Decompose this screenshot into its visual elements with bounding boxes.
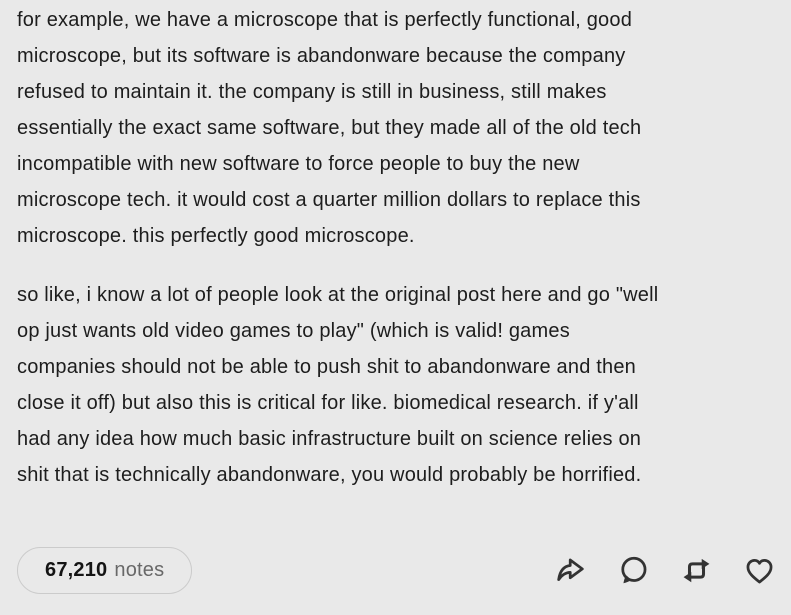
post-paragraph: so like, i know a lot of people look at … (17, 277, 775, 493)
post-line: had any idea how much basic infrastructu… (17, 428, 642, 450)
heart-icon (743, 554, 776, 587)
post-line: companies should not be able to push shi… (17, 356, 636, 378)
share-icon (554, 554, 587, 587)
notes-count: 67,210 (45, 559, 108, 581)
post-line: microscope, but its software is abandonw… (17, 45, 626, 67)
post-line: shit that is technically abandonware, yo… (17, 464, 642, 486)
post-line: incompatible with new software to force … (17, 153, 580, 175)
post-line: refused to maintain it. the company is s… (17, 81, 607, 103)
like-button[interactable] (743, 554, 776, 587)
post-footer: 67,210 notes (17, 546, 776, 595)
action-buttons (554, 554, 776, 587)
post-line: for example, we have a microscope that i… (17, 9, 633, 31)
notes-label: notes (114, 559, 165, 581)
post-line: op just wants old video games to play" (… (17, 320, 570, 342)
post-line: essentially the exact same software, but… (17, 117, 642, 139)
reblog-button[interactable] (680, 554, 713, 587)
post-paragraph: for example, we have a microscope that i… (17, 2, 775, 254)
post-line: so like, i know a lot of people look at … (17, 284, 659, 306)
reply-button[interactable] (617, 554, 650, 587)
share-button[interactable] (554, 554, 587, 587)
post-line: close it off) but also this is critical … (17, 392, 639, 414)
reply-icon (617, 554, 650, 587)
reblog-icon (680, 554, 713, 587)
post-line: microscope tech. it would cost a quarter… (17, 189, 641, 211)
post-body: for example, we have a microscope that i… (17, 2, 775, 493)
post-line: microscope. this perfectly good microsco… (17, 225, 415, 247)
notes-button[interactable]: 67,210 notes (17, 547, 193, 594)
